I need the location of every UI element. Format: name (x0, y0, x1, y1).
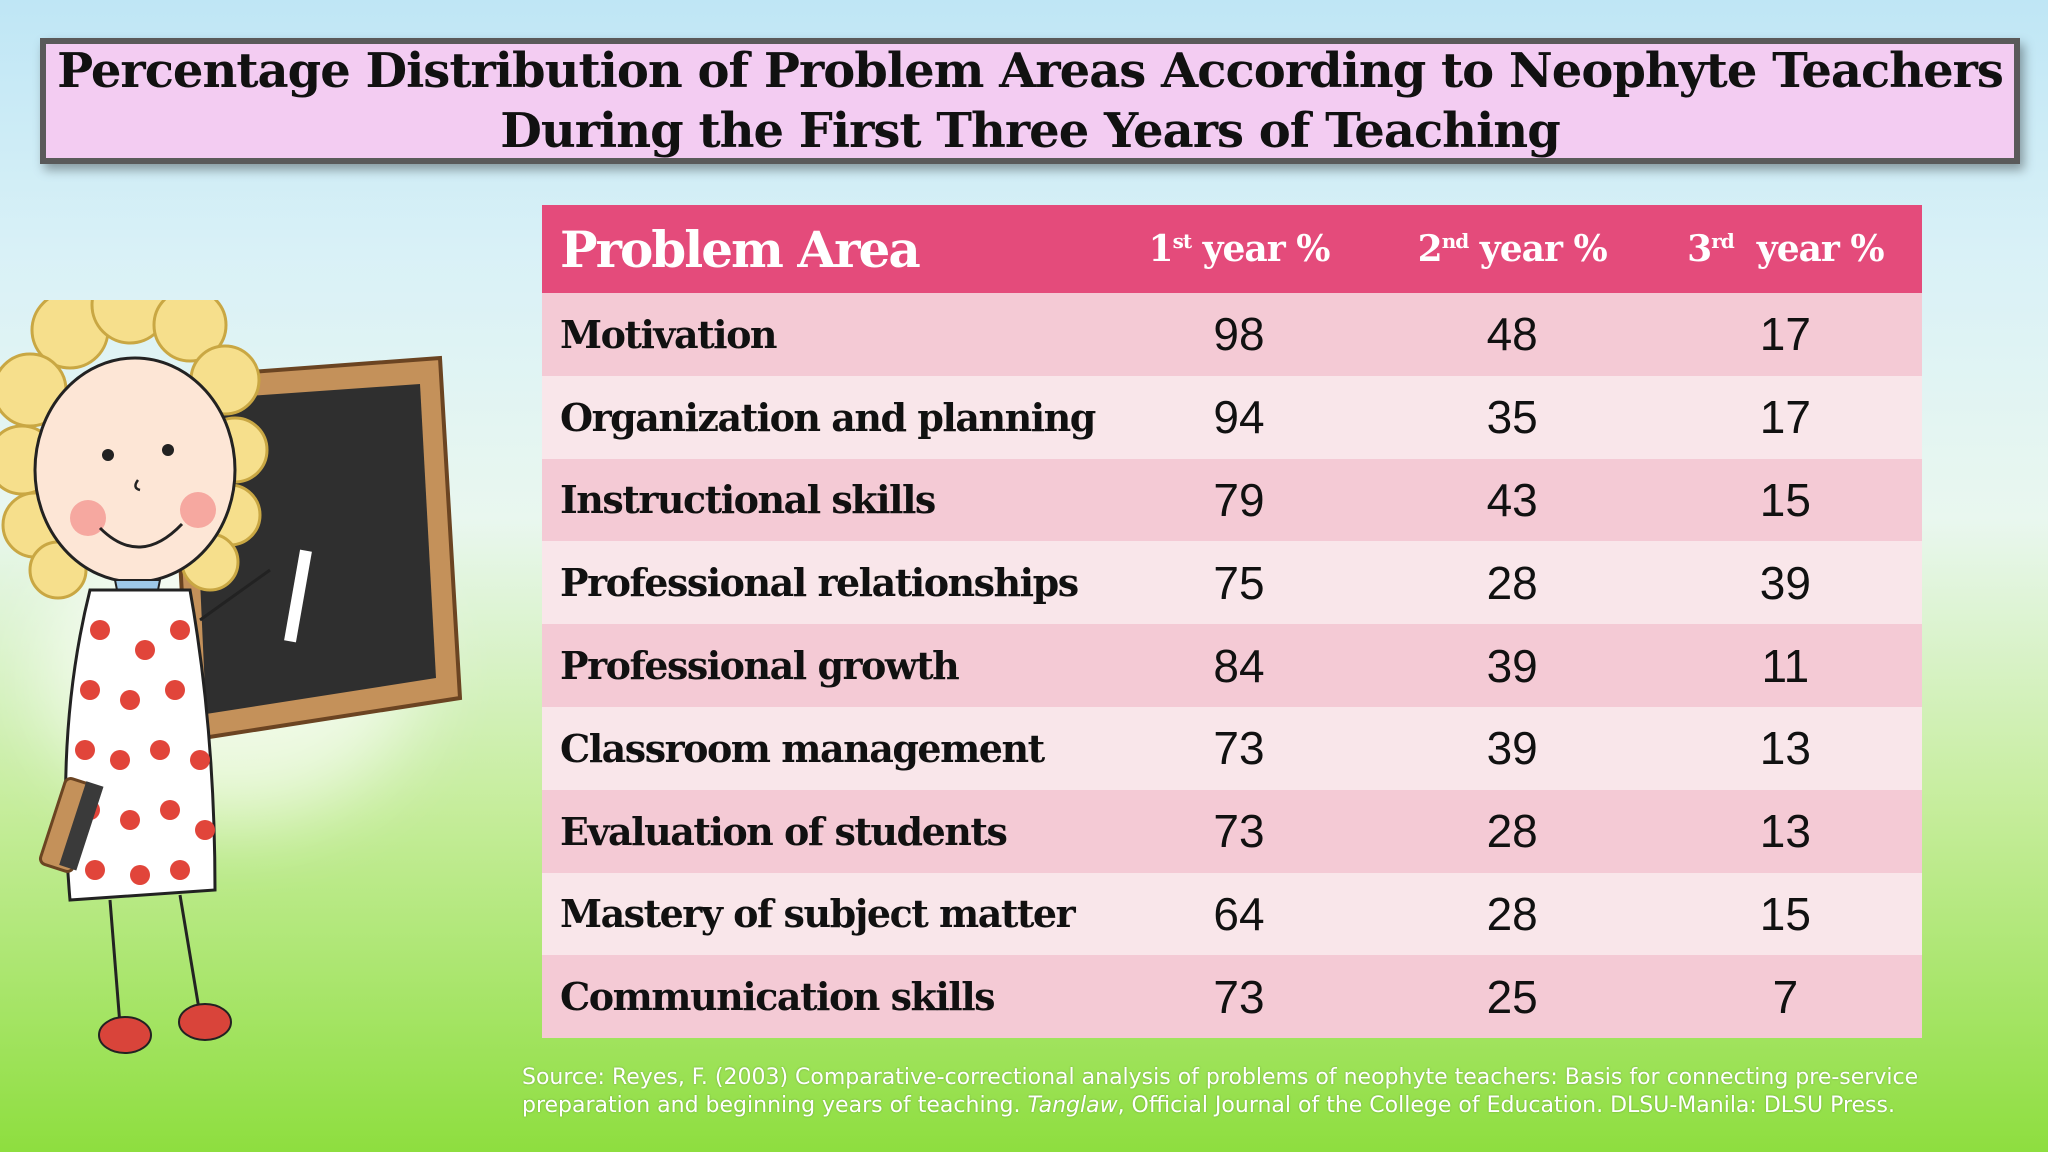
row-problem-area: Evaluation of students (560, 808, 1008, 854)
source-journal-name: Tanglaw (1027, 1093, 1118, 1118)
row-year-3-value: 13 (1759, 805, 1811, 858)
row-year-2-value: 28 (1486, 805, 1538, 858)
row-year-1-value: 64 (1213, 887, 1265, 940)
row-year-3-value: 17 (1759, 391, 1811, 444)
source-citation: Source: Reyes, F. (2003) Comparative-cor… (522, 1064, 1962, 1120)
header-year-3: 3rd year % (1649, 205, 1922, 293)
header-year-1-num: 1 (1148, 228, 1174, 270)
row-year-1-value: 94 (1213, 391, 1265, 444)
table-row: Communication skills 73 25 7 (542, 955, 1922, 1039)
header-year-3-sup: rd (1711, 229, 1735, 253)
table-row: Professional relationships 75 28 39 (542, 541, 1922, 625)
row-problem-area: Organization and planning (560, 394, 1096, 440)
title-line-1: Percentage Distribution of Problem Areas… (57, 43, 2004, 99)
row-year-2-value: 43 (1486, 473, 1538, 526)
table-header-row: Problem Area 1st year % 2nd year % 3rd y… (542, 205, 1922, 293)
table-row: Professional growth 84 39 11 (542, 624, 1922, 707)
row-year-2-value: 28 (1486, 556, 1538, 609)
source-text-part-1: Source: Reyes, F. (2003) Comparative-cor… (522, 1065, 1919, 1118)
header-year-3-num: 3 (1687, 228, 1712, 270)
row-problem-area: Motivation (560, 311, 778, 357)
title-line-2: During the First Three Years of Teaching (500, 103, 1561, 159)
eraser-icon (38, 777, 104, 873)
table-row: Evaluation of students 73 28 13 (542, 789, 1922, 873)
row-problem-area: Mastery of subject matter (560, 891, 1076, 937)
header-year-1: 1st year % (1102, 205, 1375, 293)
row-year-1-value: 98 (1213, 308, 1265, 361)
source-text-part-2: , Official Journal of the College of Edu… (1117, 1093, 1895, 1118)
row-year-3-value: 15 (1759, 887, 1811, 940)
row-year-3-value: 7 (1772, 970, 1799, 1023)
row-year-3-value: 13 (1759, 722, 1811, 775)
row-year-1-value: 73 (1213, 970, 1265, 1023)
row-year-1-value: 73 (1213, 805, 1265, 858)
table-row: Classroom management 73 39 13 (542, 706, 1922, 790)
table-row: Mastery of subject matter 64 28 15 (542, 872, 1922, 956)
row-problem-area: Professional growth (560, 643, 960, 689)
row-year-2-value: 39 (1486, 722, 1538, 775)
table-row: Motivation 98 48 17 (542, 293, 1922, 376)
header-year-3-rest: year % (1733, 228, 1885, 270)
row-year-2-value: 35 (1486, 391, 1538, 444)
table-row: Organization and planning 94 35 17 (542, 375, 1922, 459)
header-year-2: 2nd year % (1376, 205, 1649, 293)
row-year-1-value: 79 (1213, 473, 1265, 526)
header-problem-area: Problem Area (560, 219, 921, 279)
header-year-2-num: 2 (1417, 228, 1443, 270)
row-year-3-value: 39 (1759, 556, 1811, 609)
row-year-1-value: 84 (1213, 639, 1265, 692)
row-problem-area: Instructional skills (560, 477, 936, 523)
problem-area-table: Problem Area 1st year % 2nd year % 3rd y… (542, 205, 1922, 1039)
row-year-2-value: 39 (1486, 639, 1538, 692)
title-banner: Percentage Distribution of Problem Areas… (40, 38, 2020, 164)
header-year-1-sup: st (1172, 229, 1192, 253)
row-year-1-value: 73 (1213, 722, 1265, 775)
header-year-2-rest: year % (1468, 228, 1608, 270)
row-year-2-value: 25 (1486, 970, 1538, 1023)
row-year-2-value: 28 (1486, 887, 1538, 940)
header-year-2-sup: nd (1441, 229, 1470, 253)
header-year-1-rest: year % (1191, 228, 1331, 270)
row-year-3-value: 11 (1761, 639, 1810, 692)
row-year-3-value: 17 (1759, 308, 1811, 361)
row-year-2-value: 48 (1486, 308, 1538, 361)
table-row: Instructional skills 79 43 15 (542, 458, 1922, 542)
background-glow (640, 560, 1160, 940)
row-year-3-value: 15 (1759, 473, 1811, 526)
row-problem-area: Professional relationships (560, 560, 1079, 606)
row-problem-area: Classroom management (560, 725, 1045, 771)
row-year-1-value: 75 (1213, 556, 1265, 609)
teacher-girl-illustration (0, 300, 463, 1054)
row-problem-area: Communication skills (560, 974, 996, 1020)
